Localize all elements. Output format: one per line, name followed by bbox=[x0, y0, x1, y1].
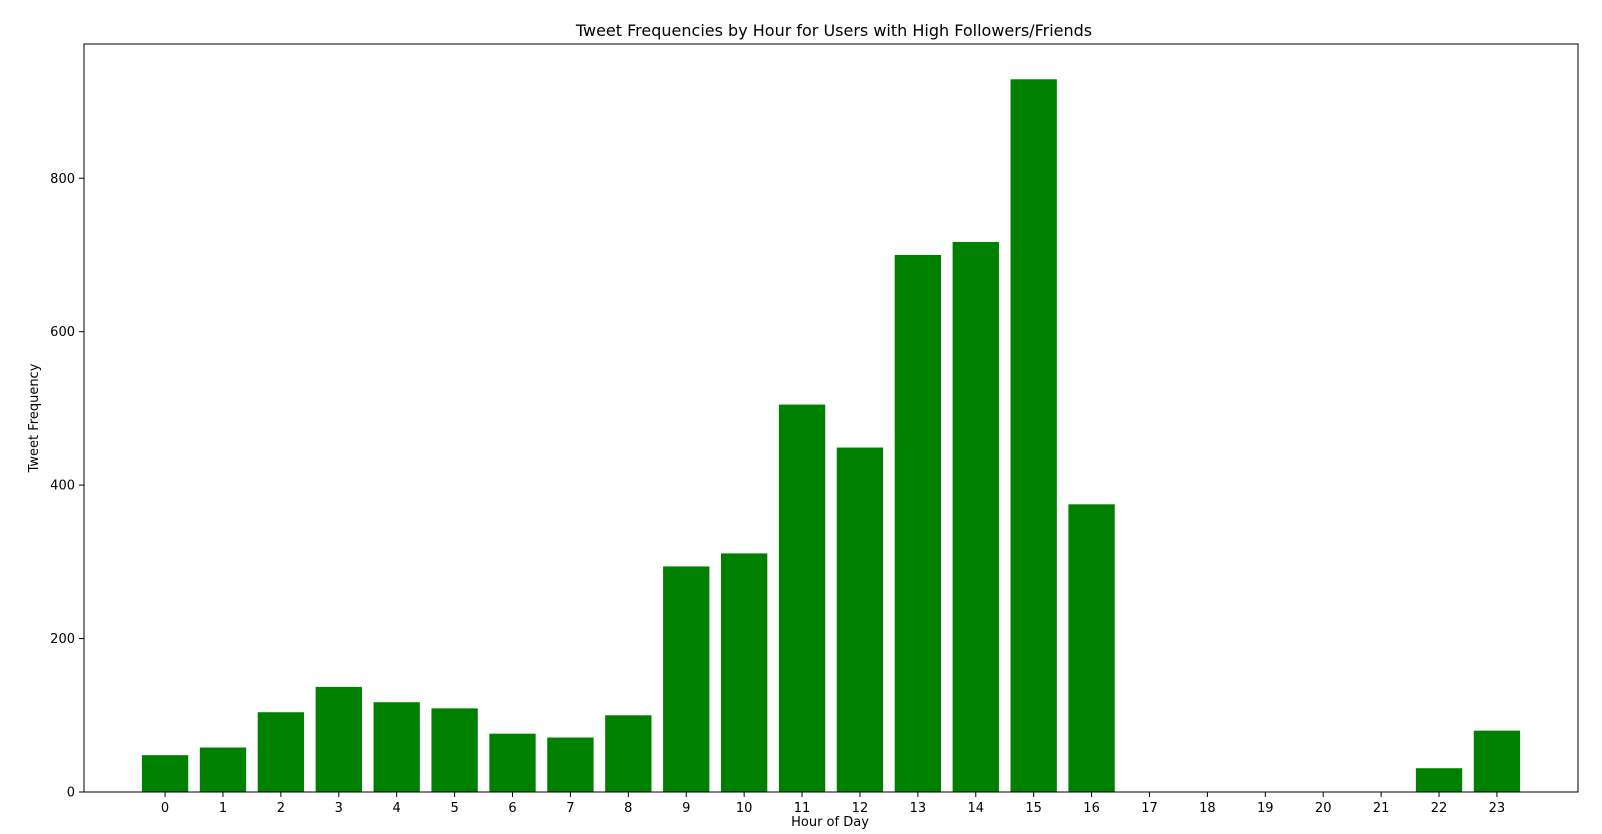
bar-hour-15 bbox=[1010, 79, 1057, 792]
y-axis-label: Tweet Frequency bbox=[27, 363, 42, 473]
plot-frame bbox=[83, 43, 1579, 793]
bar-hour-11 bbox=[778, 404, 826, 792]
bar-hour-2 bbox=[257, 712, 305, 792]
x-tick-label: 12 bbox=[852, 801, 869, 816]
x-tick-label: 6 bbox=[508, 801, 516, 816]
x-tick-label: 16 bbox=[1083, 801, 1100, 816]
x-tick-label: 7 bbox=[566, 801, 574, 816]
bar-hour-14 bbox=[952, 241, 999, 792]
x-tick-label: 3 bbox=[335, 801, 343, 816]
x-axis-label: Hour of Day bbox=[791, 815, 869, 830]
bar-hour-12 bbox=[836, 447, 884, 792]
x-tick-label: 9 bbox=[682, 801, 690, 816]
y-tick-label: 400 bbox=[50, 479, 75, 494]
x-tick-label: 4 bbox=[393, 801, 401, 816]
x-tick-label: 13 bbox=[910, 801, 927, 816]
x-tick-label: 20 bbox=[1315, 801, 1332, 816]
x-tick-label: 5 bbox=[450, 801, 458, 816]
bar-hour-9 bbox=[663, 566, 710, 792]
bar-hour-7 bbox=[547, 737, 594, 792]
bar-hour-3 bbox=[315, 686, 362, 792]
bar-hour-6 bbox=[489, 733, 536, 792]
y-tick-label: 800 bbox=[50, 172, 75, 187]
x-tick-label: 15 bbox=[1025, 801, 1042, 816]
bar-hour-16 bbox=[1068, 504, 1115, 792]
x-tick-label: 8 bbox=[624, 801, 632, 816]
bar-hour-10 bbox=[720, 553, 768, 792]
x-axis: 0 1 2 3 4 5 6 7 8 9 10 11 12 13 14 15 16 17 18 19 20 21 22 23 bbox=[161, 792, 1505, 816]
x-tick-label: 18 bbox=[1199, 801, 1216, 816]
x-tick-label: 22 bbox=[1431, 801, 1448, 816]
y-tick-label: 600 bbox=[50, 325, 75, 340]
chart-title: Tweet Frequencies by Hour for Users with… bbox=[575, 21, 1092, 40]
bar-hour-4 bbox=[373, 702, 420, 792]
x-tick-label: 19 bbox=[1257, 801, 1274, 816]
x-tick-label: 23 bbox=[1489, 801, 1506, 816]
bar-hour-8 bbox=[605, 715, 652, 792]
bar-hour-13 bbox=[894, 254, 942, 792]
y-tick-label: 200 bbox=[50, 632, 75, 647]
bar-hour-22 bbox=[1415, 768, 1463, 792]
x-tick-label: 21 bbox=[1373, 801, 1390, 816]
x-tick-label: 14 bbox=[967, 801, 984, 816]
x-tick-label: 10 bbox=[736, 801, 753, 816]
x-tick-label: 17 bbox=[1141, 801, 1158, 816]
bar-hour-23 bbox=[1473, 730, 1521, 792]
x-tick-label: 1 bbox=[219, 801, 227, 816]
bar-hour-0 bbox=[141, 755, 189, 792]
bar-hour-1 bbox=[199, 747, 247, 792]
x-tick-label: 0 bbox=[161, 801, 169, 816]
bar-hour-5 bbox=[431, 708, 478, 792]
y-axis: 0 200 400 600 800 bbox=[50, 172, 84, 801]
bars-group bbox=[141, 79, 1521, 792]
x-tick-label: 2 bbox=[277, 801, 285, 816]
y-tick-label: 0 bbox=[67, 786, 75, 801]
x-tick-label: 11 bbox=[794, 801, 811, 816]
